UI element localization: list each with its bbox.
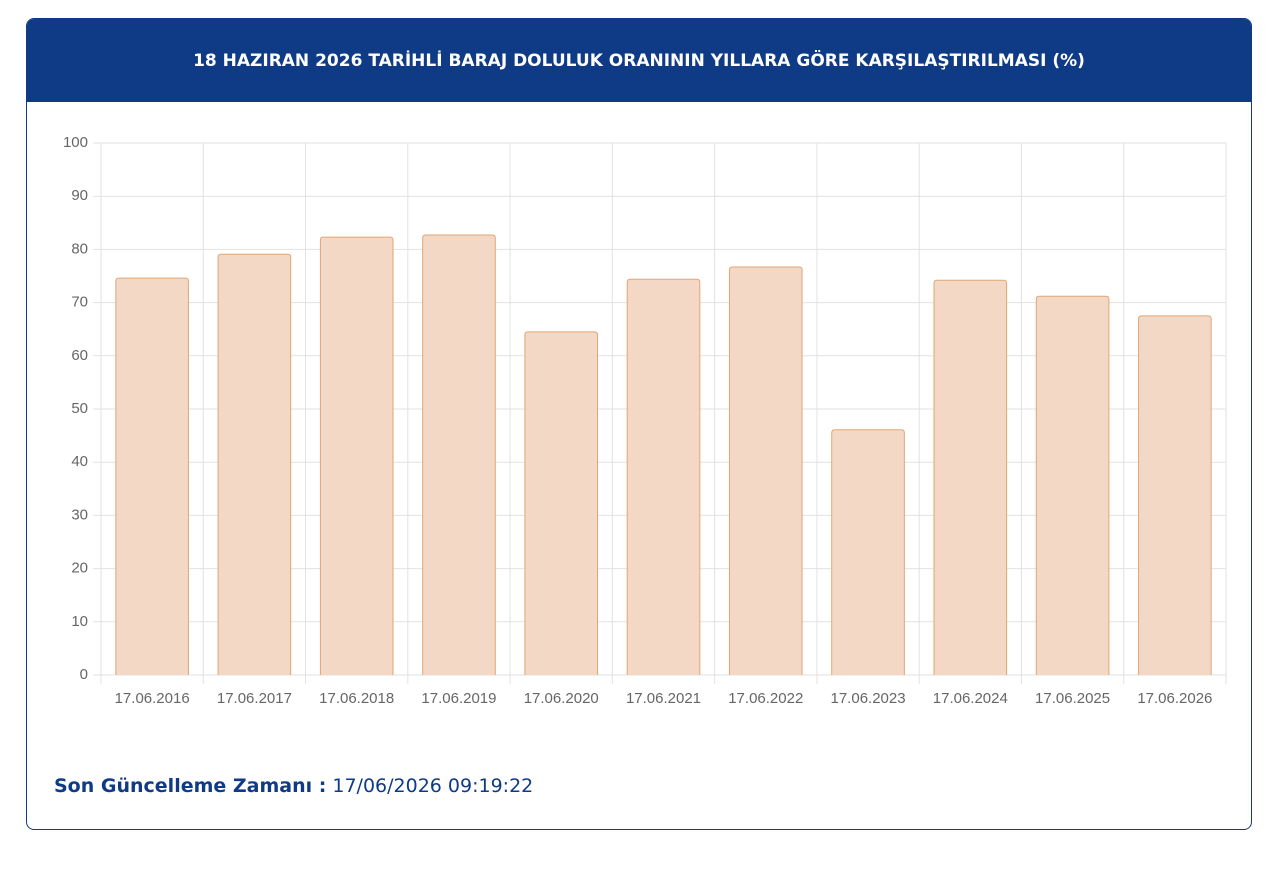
bar — [831, 429, 905, 675]
y-tick-label: 60 — [71, 347, 88, 364]
bar — [319, 236, 394, 675]
y-tick-label: 70 — [71, 294, 88, 311]
x-tick-label: 17.06.2016 — [115, 690, 190, 707]
y-tick-label: 80 — [71, 240, 88, 257]
y-tick-label: 10 — [71, 613, 88, 630]
y-tick-label: 50 — [71, 400, 88, 417]
bar — [1035, 295, 1110, 675]
y-tick-label: 0 — [80, 666, 88, 683]
y-tick-label: 90 — [71, 187, 88, 204]
y-tick-label: 20 — [71, 560, 88, 577]
bar — [728, 266, 803, 675]
x-tick-label: 17.06.2019 — [421, 690, 496, 707]
x-tick-label: 17.06.2024 — [933, 690, 1008, 707]
y-tick-label: 40 — [71, 453, 88, 470]
bar — [115, 277, 189, 675]
x-tick-label: 17.06.2023 — [831, 690, 906, 707]
bar — [1138, 315, 1212, 675]
card: 18 HAZIRAN 2026 TARİHLİ BARAJ DOLULUK OR… — [26, 18, 1252, 830]
x-tick-label: 17.06.2021 — [626, 690, 701, 707]
update-info: Son Güncelleme Zamanı :17/06/2026 09:19:… — [54, 775, 533, 797]
bar — [217, 253, 292, 675]
update-label: Son Güncelleme Zamanı : — [54, 775, 327, 797]
x-tick-label: 17.06.2026 — [1137, 690, 1212, 707]
x-tick-label: 17.06.2017 — [217, 690, 292, 707]
bar — [422, 234, 496, 675]
x-tick-label: 17.06.2025 — [1035, 690, 1110, 707]
x-tick-label: 17.06.2022 — [728, 690, 803, 707]
bar — [626, 278, 701, 675]
y-tick-label: 30 — [71, 506, 88, 523]
y-tick-label: 100 — [63, 134, 88, 151]
chart-title: 18 HAZIRAN 2026 TARİHLİ BARAJ DOLULUK OR… — [27, 19, 1251, 102]
bar — [524, 331, 599, 675]
update-value: 17/06/2026 09:19:22 — [332, 775, 534, 797]
bar — [933, 279, 1008, 675]
x-tick-label: 17.06.2018 — [319, 690, 394, 707]
x-tick-label: 17.06.2020 — [524, 690, 599, 707]
